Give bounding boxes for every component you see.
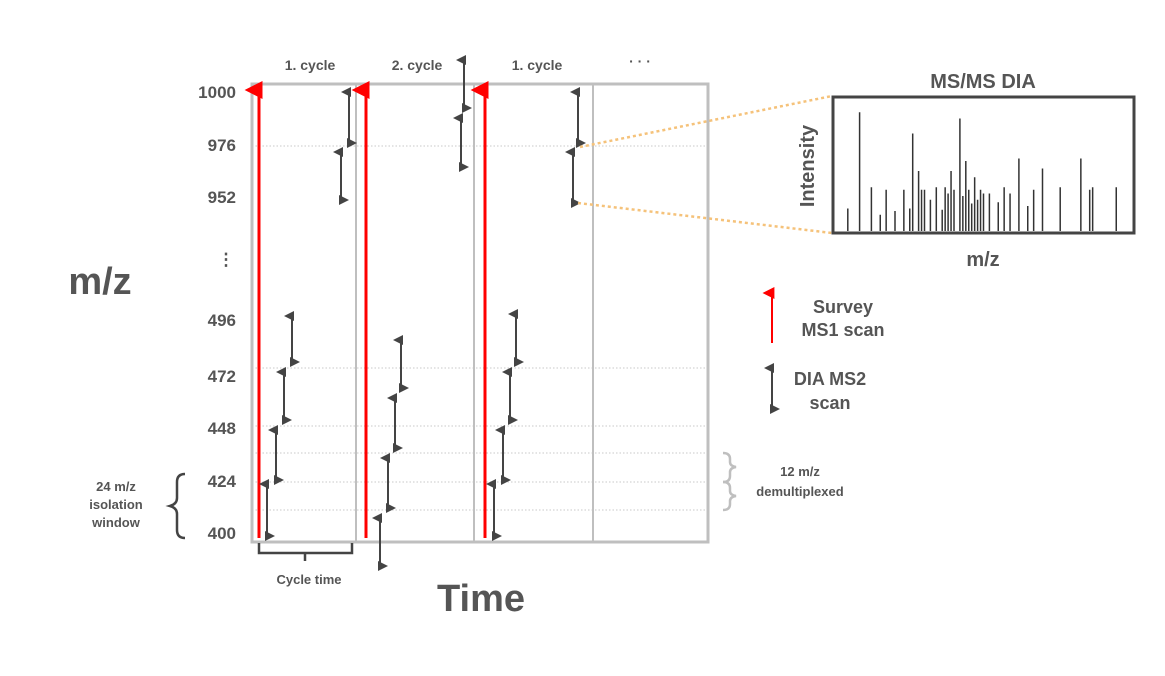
cycle-separators — [355, 84, 594, 542]
isolation-window-line-2: isolation — [89, 497, 143, 512]
y-tick-1000: 1000 — [198, 83, 236, 102]
dia-ms2-arrows — [259, 55, 586, 571]
x-axis-title: Time — [437, 578, 525, 620]
cycle-time-label: Cycle time — [276, 572, 341, 587]
cycle-label-2: 2. cycle — [392, 57, 443, 73]
survey-ms1-arrows — [244, 81, 489, 538]
y-tick-472: 472 — [208, 367, 236, 386]
y-axis-ticks: 1000 976 952 ⋮ 496 472 448 424 400 — [198, 83, 236, 543]
inset-xlabel: m/z — [966, 249, 999, 271]
inset-ylabel: Intensity — [797, 124, 819, 207]
y-tick-448: 448 — [208, 419, 236, 438]
gridlines — [252, 145, 708, 511]
y-tick-496: 496 — [208, 311, 236, 330]
y-tick-ellipsis: ⋮ — [218, 250, 235, 269]
demux-brace-lower — [722, 480, 737, 512]
cycle-time-bracket — [257, 543, 354, 561]
y-tick-424: 424 — [208, 472, 237, 491]
y-tick-976: 976 — [208, 136, 236, 155]
legend: Survey MS1 scan DIA MS2 scan — [762, 287, 885, 414]
cycle-label-1: 1. cycle — [285, 57, 336, 73]
isolation-window-label: 24 m/z isolation window — [89, 479, 143, 530]
plot-frame — [250, 82, 710, 544]
zoom-connectors — [577, 94, 833, 235]
inset-title: MS/MS DIA — [930, 71, 1036, 93]
demux-brace-upper — [722, 451, 737, 484]
y-tick-400: 400 — [208, 524, 236, 543]
spectrum-peaks — [847, 112, 1117, 231]
demux-label-line-2: demultiplexed — [756, 484, 843, 499]
y-axis-title: m/z — [68, 261, 131, 303]
isolation-window-line-1: 24 m/z — [96, 479, 136, 494]
cycle-label-3: 1. cycle — [512, 57, 563, 73]
isolation-window-line-3: window — [91, 515, 141, 530]
demux-label-line-1: 12 m/z — [780, 464, 820, 479]
legend-survey-line-1: Survey — [813, 297, 873, 317]
legend-dia-line-1: DIA MS2 — [794, 369, 866, 389]
cycle-label-ellipsis: · · · — [629, 53, 651, 69]
y-tick-952: 952 — [208, 188, 236, 207]
legend-survey-line-2: MS1 scan — [801, 320, 884, 340]
isolation-window-brace — [165, 472, 186, 540]
legend-dia-line-2: scan — [809, 393, 850, 413]
